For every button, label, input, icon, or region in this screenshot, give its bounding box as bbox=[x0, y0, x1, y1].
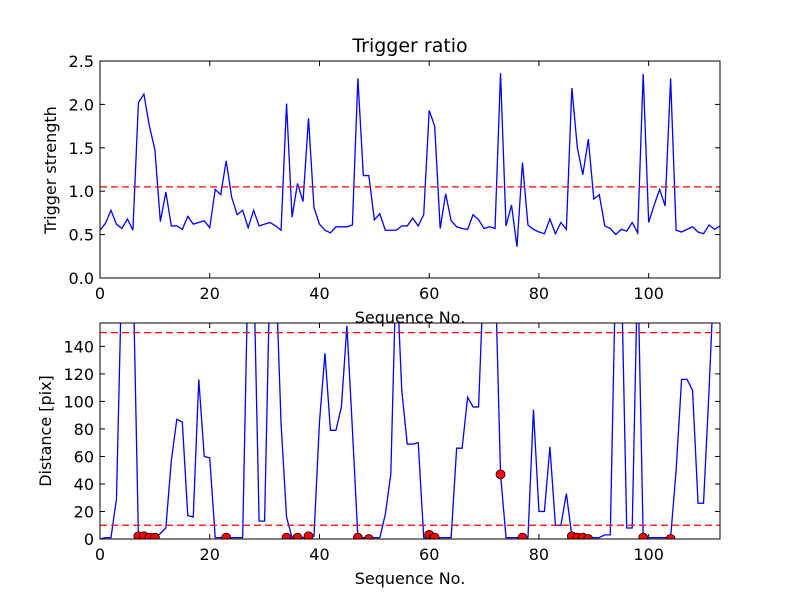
y-tick-label: 0.0 bbox=[69, 269, 94, 288]
y-axis-label: Distance [pix] bbox=[36, 375, 55, 487]
trigger-ratio-chart: Trigger ratio 0 20 40 60 80 100 0.0 0.5 1.0 1.5 2.… bbox=[41, 35, 721, 327]
y-axis-label: Trigger strength bbox=[41, 106, 60, 235]
series-line bbox=[100, 323, 713, 539]
x-axis-label: Sequence No. bbox=[355, 308, 466, 327]
y-tick-label: 120 bbox=[63, 365, 94, 384]
x-tick-label: 100 bbox=[633, 545, 664, 564]
y-tick-label: 60 bbox=[74, 447, 94, 466]
y-tick-label: 80 bbox=[74, 420, 94, 439]
data-point bbox=[517, 532, 528, 539]
x-tick-label: 60 bbox=[419, 545, 439, 564]
plot-frame bbox=[99, 322, 721, 540]
data-point bbox=[429, 532, 440, 539]
x-tick-label: 60 bbox=[419, 284, 439, 303]
x-tick-label: 100 bbox=[633, 284, 664, 303]
data-point bbox=[665, 534, 676, 539]
y-tick-label: 140 bbox=[63, 337, 94, 356]
plot-area: 0 20 40 60 80 100 0 20 40 60 80 100 120 140 bbox=[63, 322, 721, 564]
data-point bbox=[221, 532, 232, 539]
distance-chart: 0 20 40 60 80 100 0 20 40 60 80 100 120 140 Sequence … bbox=[36, 322, 721, 588]
x-tick-label: 80 bbox=[529, 545, 549, 564]
plot-area: 0 20 40 60 80 100 0.0 0.5 1.0 1.5 2.0 2.5 bbox=[69, 52, 721, 303]
x-tick-label: 20 bbox=[200, 284, 220, 303]
series-group bbox=[100, 73, 720, 247]
x-tick-label: 40 bbox=[309, 545, 329, 564]
x-tick-label: 20 bbox=[200, 545, 220, 564]
data-point bbox=[352, 532, 363, 539]
y-tick-label: 2.5 bbox=[69, 52, 94, 71]
y-tick-label: 1.5 bbox=[69, 139, 94, 158]
y-tick-label: 40 bbox=[74, 475, 94, 494]
y-tick-label: 20 bbox=[74, 502, 94, 521]
plot-frame bbox=[99, 60, 721, 279]
y-tick-label: 0.5 bbox=[69, 226, 94, 245]
y-tick-label: 1.0 bbox=[69, 182, 94, 201]
x-tick-label: 40 bbox=[309, 284, 329, 303]
data-point bbox=[281, 532, 292, 539]
x-tick-label: 0 bbox=[95, 284, 105, 303]
data-point bbox=[149, 532, 160, 539]
data-point bbox=[292, 532, 303, 539]
data-point bbox=[303, 531, 314, 539]
chart-title: Trigger ratio bbox=[351, 35, 467, 57]
x-tick-label: 0 bbox=[95, 545, 105, 564]
data-point bbox=[583, 534, 594, 539]
series-line bbox=[100, 73, 720, 247]
y-tick-label: 0 bbox=[84, 530, 94, 549]
x-axis-label: Sequence No. bbox=[355, 569, 466, 588]
x-tick-label: 80 bbox=[529, 284, 549, 303]
data-point bbox=[638, 532, 649, 539]
series-group bbox=[100, 323, 720, 539]
data-point bbox=[495, 469, 506, 480]
data-point bbox=[363, 534, 374, 539]
y-tick-label: 100 bbox=[63, 392, 94, 411]
y-tick-label: 2.0 bbox=[69, 95, 94, 114]
